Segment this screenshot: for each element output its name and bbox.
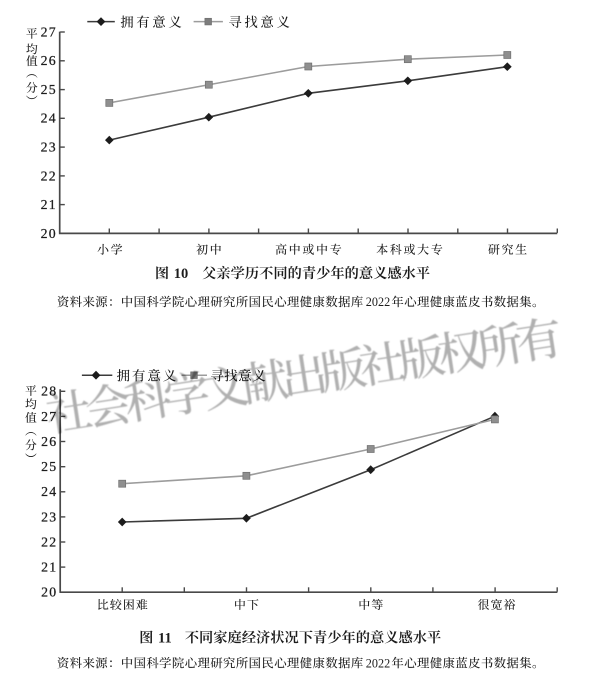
svg-text:20: 20 — [41, 585, 57, 600]
svg-text:22: 22 — [41, 168, 57, 183]
svg-text:23: 23 — [41, 509, 57, 524]
svg-text:21: 21 — [41, 197, 57, 212]
svg-text:26: 26 — [41, 53, 57, 68]
svg-text:21: 21 — [41, 560, 57, 575]
svg-text:25: 25 — [41, 459, 57, 474]
svg-text:24: 24 — [41, 484, 57, 499]
svg-text:2022: 2022 — [366, 295, 390, 309]
svg-text:25: 25 — [41, 82, 57, 97]
svg-text:24: 24 — [41, 111, 57, 126]
svg-text:10: 10 — [174, 266, 189, 282]
svg-text:11: 11 — [158, 630, 172, 646]
svg-text:27: 27 — [41, 409, 57, 424]
svg-text:20: 20 — [41, 226, 57, 241]
svg-text:22: 22 — [41, 534, 57, 549]
svg-text:23: 23 — [41, 140, 57, 155]
svg-text:26: 26 — [41, 434, 57, 449]
svg-text:27: 27 — [41, 24, 57, 39]
svg-text:2022: 2022 — [366, 656, 390, 670]
